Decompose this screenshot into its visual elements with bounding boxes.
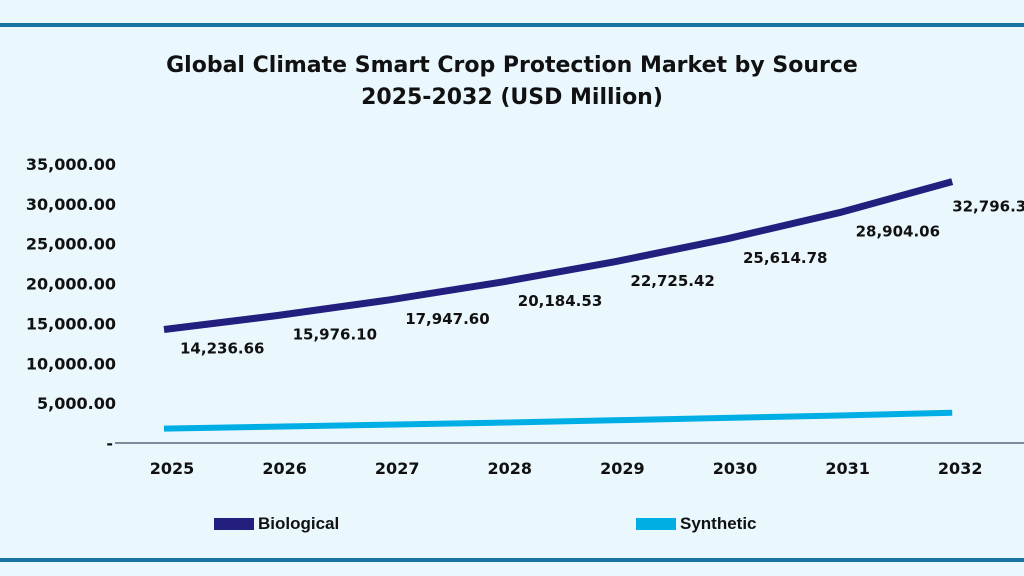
legend-swatch-synthetic	[636, 518, 676, 530]
chart-title-line1: Global Climate Smart Crop Protection Mar…	[166, 53, 858, 78]
legend-item-biological: Biological	[214, 514, 339, 534]
data-label: 20,184.53	[518, 292, 602, 310]
data-label: 22,725.42	[630, 272, 714, 290]
y-tick-label: 30,000.00	[26, 195, 116, 214]
x-tick-label: 2025	[150, 459, 195, 478]
y-tick-label: 20,000.00	[26, 275, 116, 294]
x-tick-label: 2031	[825, 459, 870, 478]
bottom-border	[0, 558, 1024, 562]
data-label: 15,976.10	[293, 326, 377, 344]
y-tick-label: 10,000.00	[26, 354, 116, 373]
legend-label-synthetic: Synthetic	[680, 514, 757, 533]
x-tick-label: 2029	[600, 459, 645, 478]
top-border	[0, 23, 1024, 27]
x-tick-label: 2030	[713, 459, 758, 478]
data-label: 32,796.36	[952, 198, 1024, 216]
y-tick-label: 25,000.00	[26, 235, 116, 254]
legend-swatch-biological	[214, 518, 254, 530]
data-label: 17,947.60	[405, 310, 489, 328]
chart-subtitle: 2025-2032 (USD Million)	[361, 85, 663, 110]
series-line-synthetic	[163, 409, 953, 432]
y-tick-label: 15,000.00	[26, 314, 116, 333]
data-label: 14,236.66	[180, 340, 264, 358]
series-line-biological	[163, 178, 954, 333]
x-tick-label: 2027	[375, 459, 420, 478]
x-tick-label: 2028	[488, 459, 533, 478]
x-tick-label: 2026	[262, 459, 307, 478]
data-label: 28,904.06	[856, 223, 940, 241]
y-tick-label: 35,000.00	[26, 155, 116, 174]
y-tick-label: 5,000.00	[37, 394, 116, 413]
x-tick-label: 2032	[938, 459, 983, 478]
legend-label-biological: Biological	[258, 514, 340, 533]
legend-item-synthetic: Synthetic	[636, 514, 757, 534]
y-tick-label: -	[106, 434, 113, 453]
data-label: 25,614.78	[743, 249, 827, 267]
chart-title: Global Climate Smart Crop Protection Mar…	[0, 50, 1024, 114]
